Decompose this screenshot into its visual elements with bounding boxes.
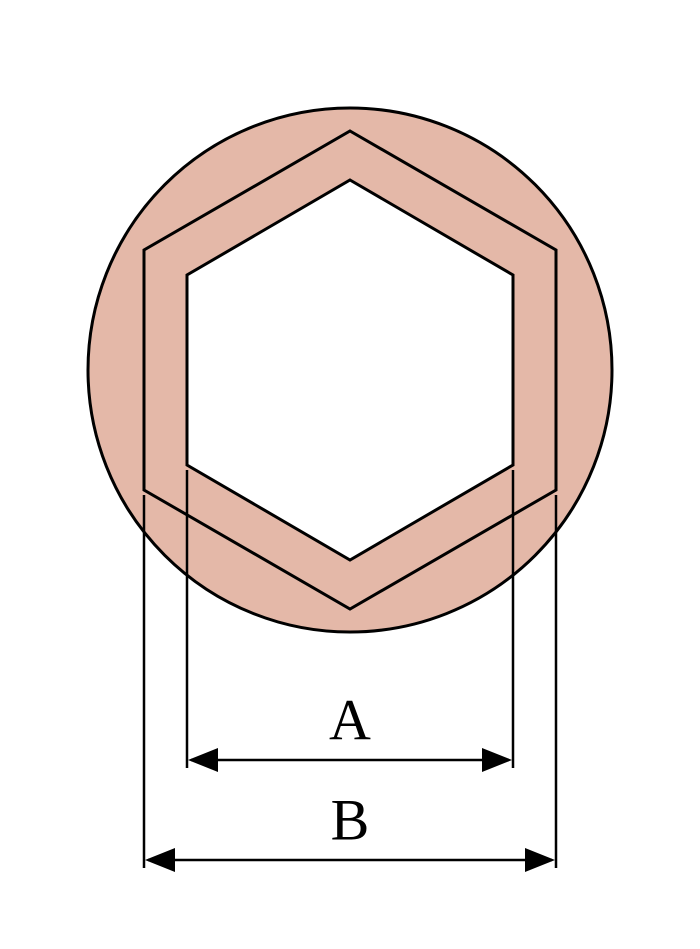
dimension-label-b: B [331, 787, 370, 854]
dimension-label-a: A [329, 687, 371, 754]
diagram-canvas: A B [0, 0, 700, 949]
